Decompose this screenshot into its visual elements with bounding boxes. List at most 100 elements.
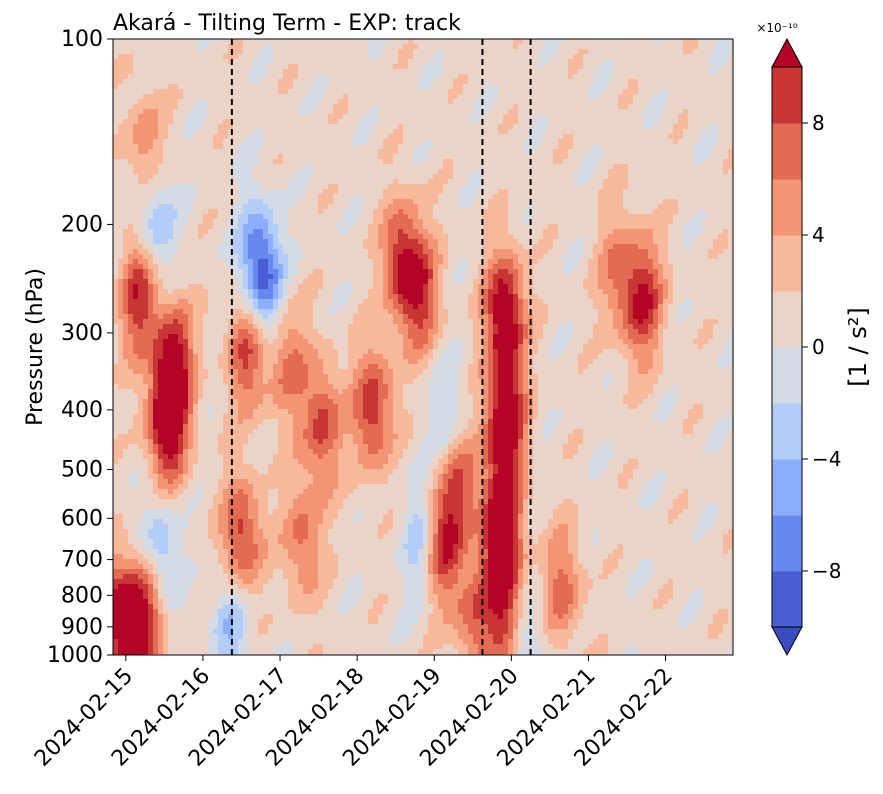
heatmap-cell (308, 119, 314, 125)
heatmap-cell (598, 134, 604, 140)
heatmap-cell (203, 129, 209, 135)
heatmap-cell (433, 214, 439, 220)
heatmap-cell (583, 54, 589, 60)
heatmap-cell (408, 94, 414, 100)
heatmap-cell (613, 99, 619, 105)
heatmap-cell (518, 114, 524, 120)
heatmap-cell (208, 124, 214, 130)
heatmap-cell (418, 104, 424, 110)
heatmap-cell (523, 129, 529, 135)
heatmap-cell (423, 59, 429, 65)
heatmap-cell (123, 179, 129, 185)
heatmap-cell (128, 94, 134, 100)
heatmap-cell (453, 214, 459, 220)
heatmap-cell (518, 219, 524, 225)
heatmap-cell (618, 39, 624, 45)
heatmap-cell (723, 164, 729, 170)
heatmap-cell (343, 164, 349, 170)
heatmap-cell (328, 194, 334, 200)
heatmap-cell (168, 184, 174, 190)
heatmap-cell (318, 94, 324, 100)
heatmap-cell (268, 54, 274, 60)
heatmap-cell (353, 104, 359, 110)
heatmap-cell (693, 199, 699, 205)
heatmap-cell (243, 194, 249, 200)
heatmap-cell (333, 209, 339, 215)
heatmap-cell (613, 219, 619, 225)
heatmap-cell (423, 159, 429, 165)
heatmap-cell (143, 204, 149, 210)
heatmap-cell (158, 194, 164, 200)
heatmap-cell (623, 99, 629, 105)
heatmap-cell (398, 179, 404, 185)
heatmap-cell (188, 39, 194, 45)
heatmap-cell (303, 84, 309, 90)
heatmap-cell (308, 159, 314, 165)
heatmap-cell (653, 99, 659, 105)
heatmap-cell (128, 214, 134, 220)
heatmap-cell (318, 124, 324, 130)
heatmap-cell (123, 89, 129, 95)
heatmap-cell (523, 44, 529, 50)
heatmap-cell (378, 109, 384, 115)
heatmap-cell (493, 49, 499, 55)
heatmap-cell (638, 54, 644, 60)
heatmap-cell (368, 94, 374, 100)
heatmap-cell (653, 69, 659, 75)
heatmap-cell (438, 154, 444, 160)
heatmap-cell (243, 49, 249, 55)
heatmap-cell (518, 134, 524, 140)
heatmap-cell (253, 214, 259, 220)
heatmap-cell (283, 159, 289, 165)
heatmap-cell (643, 64, 649, 70)
heatmap-cell (143, 49, 149, 55)
heatmap-cell (208, 74, 214, 80)
heatmap-cell (628, 104, 634, 110)
heatmap-cell (123, 69, 129, 75)
heatmap-cell (393, 174, 399, 180)
heatmap-cell (548, 94, 554, 100)
heatmap-cell (188, 204, 194, 210)
heatmap-cell (393, 39, 399, 45)
heatmap-cell (483, 149, 489, 155)
heatmap-cell (133, 59, 139, 65)
heatmap-cell (243, 219, 249, 225)
heatmap-cell (603, 124, 609, 130)
heatmap-cell (338, 204, 344, 210)
heatmap-cell (688, 94, 694, 100)
heatmap-cell (378, 154, 384, 160)
heatmap-cell (588, 174, 594, 180)
heatmap-cell (518, 109, 524, 115)
heatmap-cell (258, 94, 264, 100)
heatmap-cell (243, 199, 249, 205)
heatmap-cell (248, 199, 254, 205)
heatmap-cell (593, 144, 599, 150)
heatmap-cell (328, 234, 334, 240)
heatmap-cell (713, 184, 719, 190)
heatmap-cell (113, 54, 119, 60)
heatmap-cell (133, 134, 139, 140)
heatmap-cell (553, 39, 559, 45)
heatmap-cell (678, 209, 684, 215)
heatmap-cell (533, 229, 539, 235)
heatmap-cell (653, 119, 659, 125)
heatmap-cell (478, 174, 484, 180)
heatmap-cell (678, 159, 684, 165)
heatmap-cell (703, 164, 709, 170)
heatmap-cell (228, 104, 234, 110)
heatmap-cell (383, 209, 389, 215)
heatmap-cell (303, 199, 309, 205)
heatmap-cell (643, 139, 649, 145)
heatmap-cell (223, 144, 229, 150)
heatmap-cell (393, 154, 399, 160)
heatmap-cell (438, 44, 444, 50)
heatmap-cell (258, 84, 264, 90)
heatmap-cell (168, 234, 174, 240)
heatmap-cell (223, 39, 229, 45)
heatmap-cell (298, 224, 304, 230)
heatmap-cell (298, 154, 304, 160)
heatmap-cell (153, 104, 159, 110)
heatmap-cell (373, 159, 379, 165)
heatmap-cell (393, 54, 399, 60)
heatmap-cell (568, 64, 574, 70)
